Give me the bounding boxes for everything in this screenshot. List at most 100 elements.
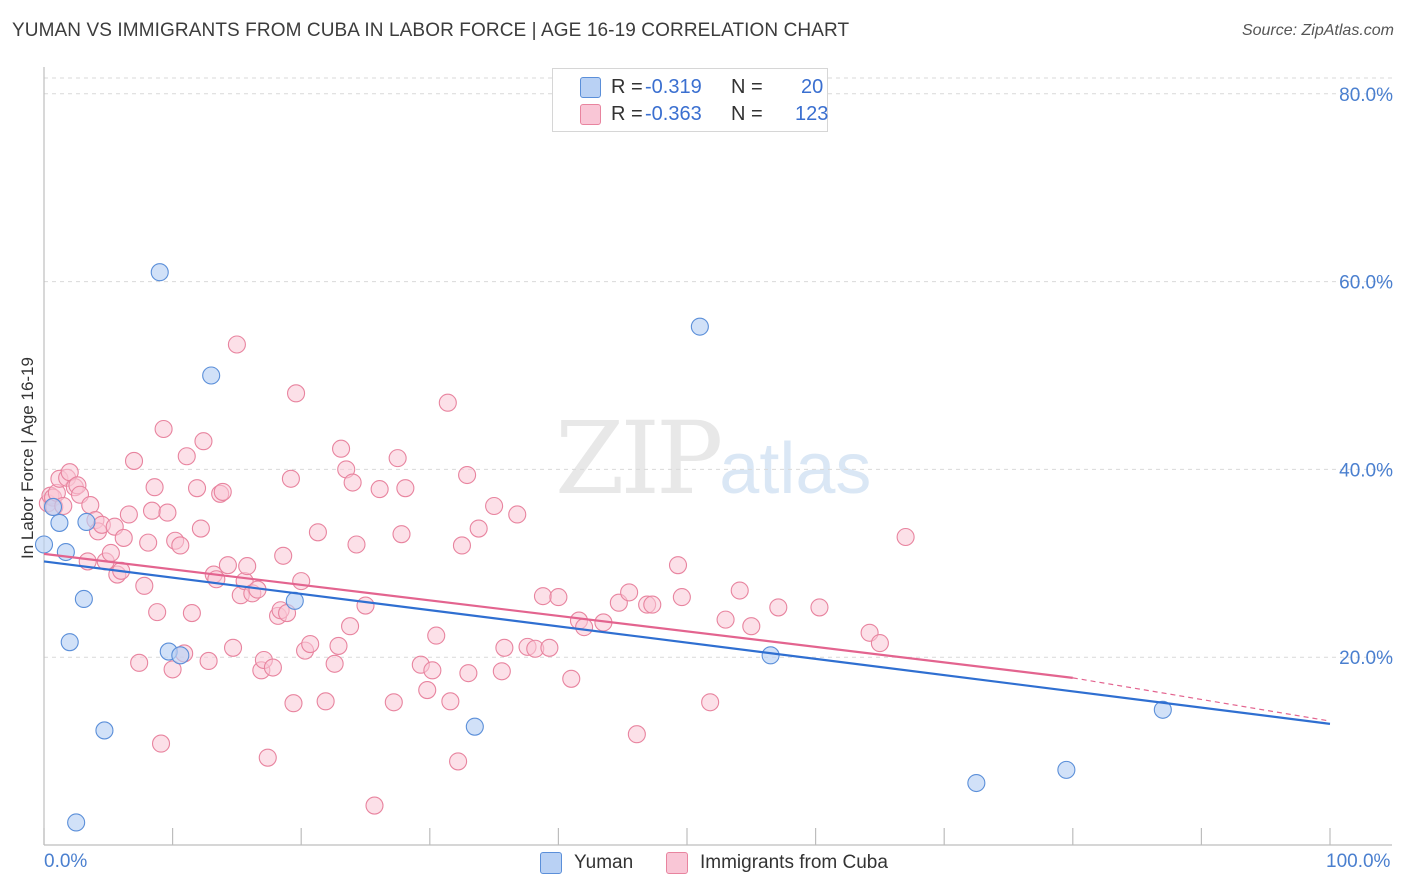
data-point-cuba	[281, 469, 300, 488]
data-point-cuba	[332, 439, 351, 458]
data-point-cuba	[119, 505, 138, 524]
data-point-cuba	[343, 473, 362, 492]
data-point-cuba	[533, 587, 553, 606]
stats-row-cuba: R = -0.363 N = 123	[553, 100, 828, 128]
data-point-cuba	[540, 638, 559, 657]
axes	[43, 67, 1392, 846]
chart-source: Source: ZipAtlas.com	[1241, 22, 1394, 39]
data-point-cuba	[575, 618, 594, 637]
data-point-cuba	[341, 617, 360, 636]
data-point-cuba	[347, 535, 366, 554]
data-point-cuba	[135, 576, 154, 595]
data-point-yuman	[77, 512, 96, 532]
data-point-cuba	[325, 654, 344, 673]
data-point-yuman	[60, 633, 79, 652]
data-point-cuba	[562, 669, 581, 688]
data-point-cuba	[139, 533, 158, 552]
data-point-cuba	[427, 626, 446, 645]
data-point-cuba	[329, 636, 348, 655]
data-point-cuba	[301, 634, 320, 654]
data-point-cuba	[177, 447, 196, 466]
data-point-cuba	[495, 638, 514, 657]
data-point-cuba	[388, 449, 407, 468]
data-point-cuba	[213, 482, 232, 501]
data-point-yuman	[50, 513, 69, 532]
data-point-cuba	[384, 693, 403, 712]
data-point-cuba	[263, 658, 282, 677]
data-point-cuba	[151, 734, 171, 753]
data-point-cuba	[365, 796, 384, 815]
data-point-cuba	[223, 638, 243, 657]
watermark-zip: ZIP	[555, 400, 723, 517]
stats-row-yuman: R = -0.319 N = 20	[553, 73, 827, 101]
legend-swatch-cuba	[666, 852, 688, 874]
data-point-cuba	[769, 598, 788, 617]
data-point-cuba	[292, 572, 311, 591]
data-point-cuba	[187, 479, 207, 498]
data-point-yuman	[690, 317, 709, 336]
stats-r-label: R =	[611, 102, 643, 125]
data-point-cuba	[620, 583, 639, 602]
y-tick-label: 80.0%	[1339, 85, 1393, 106]
data-point-cuba	[238, 557, 257, 576]
data-point-cuba	[284, 694, 303, 713]
data-point-cuba	[508, 505, 527, 524]
y-tick-labels: 20.0% 40.0% 60.0% 80.0%	[1339, 85, 1393, 669]
y-tick-label: 20.0%	[1339, 648, 1393, 669]
data-point-cuba	[356, 596, 375, 615]
data-point-cuba	[458, 465, 477, 485]
data-point-cuba	[449, 752, 468, 771]
series-cuba-points	[38, 335, 915, 815]
data-point-cuba	[274, 546, 293, 565]
data-point-yuman	[1057, 760, 1076, 779]
data-point-cuba	[148, 603, 167, 622]
data-point-cuba	[492, 662, 511, 681]
data-point-cuba	[672, 588, 691, 607]
stats-n-value-yuman: 20	[801, 75, 824, 98]
data-point-cuba	[142, 501, 162, 520]
data-point-cuba	[627, 725, 646, 744]
stats-n-label: N =	[731, 75, 763, 98]
data-point-yuman	[67, 813, 86, 832]
data-point-cuba	[101, 543, 120, 563]
data-point-cuba	[438, 393, 457, 412]
data-point-cuba	[194, 432, 213, 451]
data-point-cuba	[199, 651, 218, 671]
data-point-cuba	[418, 681, 437, 700]
stats-swatch-cuba	[580, 104, 601, 125]
trend-line-yuman	[43, 560, 1331, 725]
data-point-yuman	[95, 721, 114, 740]
stats-legend-box: R = -0.319 N = 20 R = -0.363 N = 123	[552, 68, 828, 132]
x-tick-label-max: 100.0%	[1326, 851, 1391, 872]
data-point-cuba	[163, 660, 182, 679]
data-point-yuman	[465, 717, 484, 736]
stats-r-value-yuman: -0.319	[645, 75, 702, 98]
stats-n-label: N =	[731, 102, 763, 125]
data-point-cuba	[643, 595, 662, 614]
data-point-cuba	[130, 653, 149, 672]
data-point-yuman	[74, 589, 93, 609]
data-point-yuman	[171, 646, 190, 665]
data-point-yuman	[761, 646, 780, 665]
trend-lines	[43, 552, 1331, 725]
data-point-cuba	[287, 384, 306, 403]
legend-item-yuman[interactable]: Yuman	[540, 852, 633, 874]
data-point-cuba	[124, 451, 144, 470]
legend-item-cuba[interactable]: Immigrants from Cuba	[666, 852, 888, 874]
data-point-cuba	[469, 519, 488, 538]
data-point-cuba	[308, 523, 327, 542]
data-point-cuba	[896, 527, 915, 547]
data-point-cuba	[171, 536, 190, 555]
stats-r-value-cuba: -0.363	[645, 102, 702, 125]
chart-legend: Yuman Immigrants from Cuba	[0, 852, 1406, 878]
data-point-cuba	[810, 598, 829, 617]
data-point-cuba	[549, 588, 568, 607]
stats-swatch-yuman	[580, 77, 601, 98]
data-point-cuba	[870, 634, 889, 653]
data-point-yuman	[34, 535, 54, 554]
legend-label-yuman: Yuman	[574, 852, 634, 873]
data-point-cuba	[370, 480, 389, 499]
data-point-cuba	[392, 525, 411, 544]
data-point-cuba	[730, 581, 749, 600]
